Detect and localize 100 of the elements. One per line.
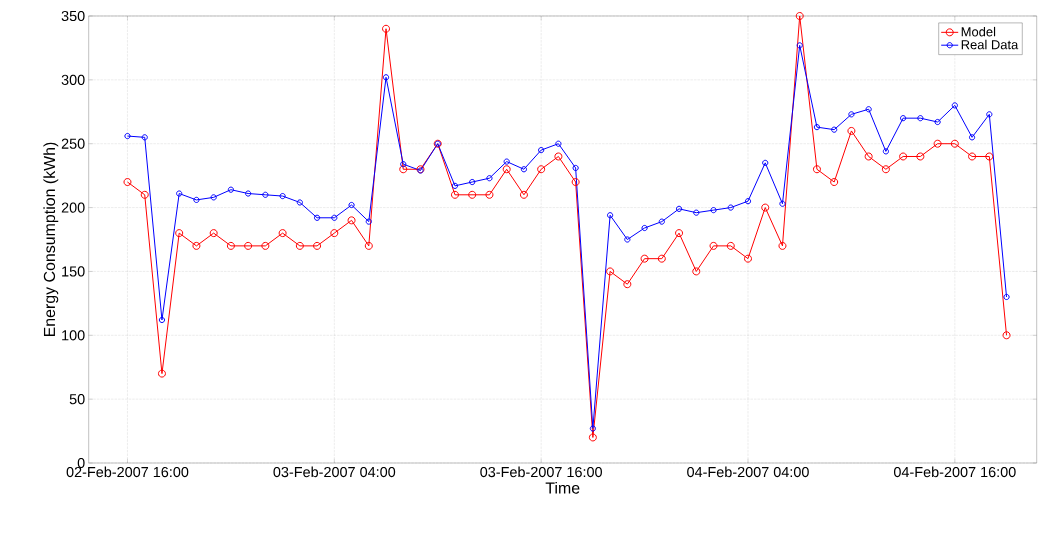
point <box>296 199 303 206</box>
point <box>227 186 234 193</box>
point <box>796 42 803 49</box>
point <box>486 175 493 182</box>
point <box>141 134 148 141</box>
legend-label: Real Data <box>961 39 1019 50</box>
point <box>503 158 510 165</box>
point <box>899 152 908 161</box>
point <box>210 194 217 201</box>
point <box>193 196 200 204</box>
point <box>968 152 977 161</box>
point <box>847 126 856 135</box>
y-tick-label: 200 <box>61 202 85 213</box>
y-tick-label: 50 <box>69 394 85 405</box>
point <box>1002 331 1011 340</box>
point <box>485 190 494 199</box>
point <box>331 214 338 221</box>
point <box>727 204 734 211</box>
point <box>330 229 339 238</box>
point <box>519 190 528 199</box>
point <box>365 218 372 225</box>
point <box>192 241 201 250</box>
point <box>881 165 890 174</box>
point <box>864 152 873 161</box>
point <box>245 190 252 197</box>
point <box>537 165 546 174</box>
point <box>623 280 632 289</box>
point <box>778 241 787 250</box>
point <box>571 178 580 187</box>
point <box>520 166 528 173</box>
point <box>209 229 218 238</box>
x-tick-label: 03-Feb-2007 16:00 <box>480 466 602 478</box>
point <box>744 198 752 205</box>
y-tick-label: 250 <box>61 138 85 149</box>
point <box>917 115 924 122</box>
point <box>726 241 735 250</box>
point <box>865 106 872 113</box>
point <box>848 111 855 118</box>
point <box>709 241 718 250</box>
point <box>347 216 356 225</box>
point <box>348 201 355 209</box>
point <box>812 165 821 174</box>
x-tick-label: 04-Feb-2007 04:00 <box>687 466 809 478</box>
point <box>140 190 149 199</box>
point <box>313 214 321 221</box>
point <box>278 229 287 238</box>
point <box>279 192 286 200</box>
point <box>762 159 769 166</box>
point <box>589 425 596 432</box>
point <box>382 24 391 33</box>
point <box>985 152 994 161</box>
point <box>157 369 166 378</box>
point <box>693 209 700 216</box>
legend-label: Model <box>961 26 996 37</box>
point <box>607 212 614 219</box>
y-axis-title: Energy Consumption (kWh) <box>43 142 59 337</box>
point <box>675 229 684 238</box>
point <box>262 191 269 198</box>
y-tick-label: 100 <box>62 330 85 341</box>
point <box>675 205 683 212</box>
point <box>900 115 907 122</box>
point <box>588 433 597 442</box>
point <box>882 148 889 155</box>
y-tick-label: 150 <box>62 266 85 277</box>
point <box>606 267 615 276</box>
y-tick-label: 350 <box>61 10 85 22</box>
point <box>261 241 270 250</box>
point <box>313 241 322 250</box>
point <box>538 147 545 154</box>
point <box>295 241 304 250</box>
point <box>692 267 701 276</box>
point <box>364 241 373 250</box>
point <box>934 118 941 126</box>
point <box>123 178 132 187</box>
point <box>450 190 459 199</box>
y-tick-label: 300 <box>61 74 85 85</box>
point <box>933 139 942 148</box>
point <box>158 316 166 324</box>
point <box>641 224 648 232</box>
point <box>175 229 184 238</box>
point <box>244 241 253 250</box>
point <box>399 165 408 174</box>
point <box>624 236 631 243</box>
x-axis-title: Time <box>545 481 580 494</box>
point <box>226 241 235 250</box>
point <box>710 207 717 214</box>
point <box>779 200 786 207</box>
point <box>744 254 752 263</box>
point <box>451 182 459 189</box>
point <box>968 134 976 141</box>
x-tick-label: 03-Feb-2007 04:00 <box>273 466 396 478</box>
point <box>795 12 804 20</box>
point <box>640 254 649 263</box>
point <box>469 178 476 186</box>
point <box>176 190 183 197</box>
x-tick-label: 04-Feb-2007 16:00 <box>893 466 1016 478</box>
point <box>468 190 477 199</box>
point <box>382 74 390 81</box>
point <box>916 152 925 161</box>
point <box>951 102 958 109</box>
